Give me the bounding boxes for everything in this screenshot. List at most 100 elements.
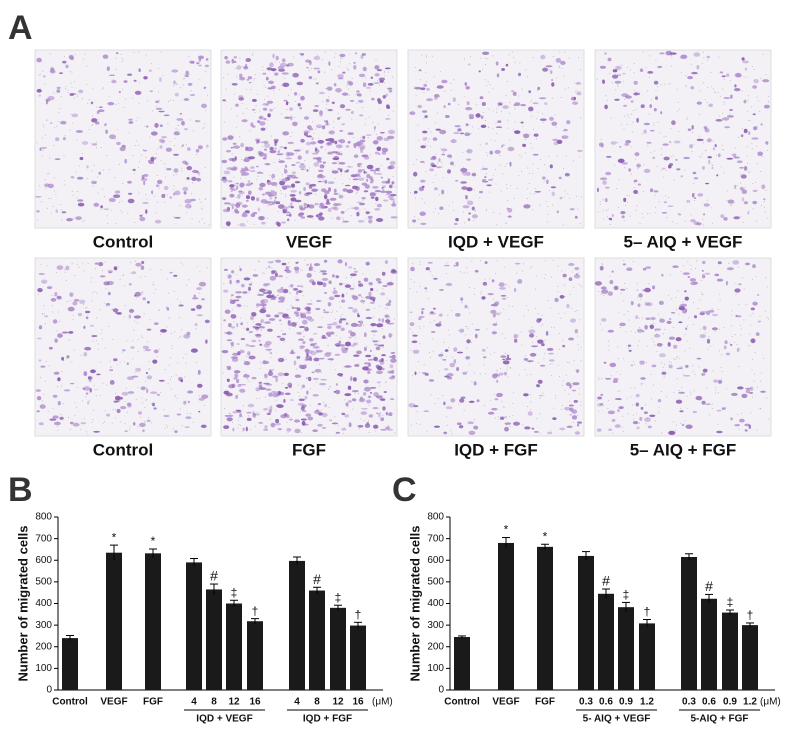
pore <box>39 185 40 186</box>
pore <box>76 407 77 408</box>
pore <box>568 394 569 395</box>
cell <box>429 168 434 171</box>
cell <box>37 410 40 412</box>
cell <box>184 98 190 101</box>
pore <box>639 327 640 328</box>
pore <box>322 59 323 60</box>
pore <box>619 390 620 391</box>
cell <box>373 407 379 409</box>
pore <box>655 330 656 331</box>
pore <box>574 360 575 361</box>
cell <box>414 405 419 407</box>
pore <box>89 99 90 100</box>
cell <box>248 191 252 195</box>
pore <box>253 53 254 54</box>
bar <box>598 594 614 690</box>
cell <box>271 423 276 428</box>
cell <box>559 177 562 180</box>
pore <box>649 114 650 115</box>
pore <box>627 311 628 312</box>
cell <box>369 414 373 417</box>
cell <box>687 76 693 79</box>
cell <box>272 294 275 297</box>
cell <box>356 351 362 355</box>
pore <box>532 147 533 148</box>
cell <box>668 431 675 435</box>
pore <box>601 378 602 379</box>
cell <box>135 263 141 267</box>
pore <box>94 291 95 292</box>
pore <box>578 272 579 273</box>
cell <box>311 189 318 192</box>
pore <box>490 139 491 140</box>
y-tick-label: 0 <box>438 685 444 696</box>
cell <box>547 432 552 435</box>
pore <box>467 328 468 329</box>
cell <box>262 194 265 196</box>
cell <box>613 378 618 381</box>
pore <box>728 263 729 264</box>
pore <box>542 315 543 316</box>
cell <box>291 164 295 166</box>
pore <box>283 291 284 292</box>
y-tick-label: 100 <box>35 663 52 674</box>
pore <box>756 221 757 222</box>
cell <box>363 392 366 396</box>
pore <box>144 313 145 314</box>
cell <box>88 376 93 379</box>
cell <box>358 163 362 165</box>
cell <box>263 408 268 410</box>
pore <box>627 124 628 125</box>
pore <box>120 210 121 211</box>
pore <box>384 72 385 73</box>
cell <box>372 186 379 189</box>
cell <box>264 344 270 348</box>
cell <box>349 422 352 427</box>
cell <box>376 323 383 327</box>
pore <box>429 139 430 140</box>
cell <box>495 398 499 400</box>
pore <box>377 290 378 291</box>
pore <box>93 88 94 89</box>
pore <box>653 323 654 324</box>
pore <box>38 75 39 76</box>
pore <box>151 403 152 404</box>
pore <box>286 207 287 208</box>
cell <box>620 211 625 214</box>
pore <box>646 67 647 68</box>
cell <box>325 352 332 354</box>
pore <box>227 74 228 75</box>
pore <box>316 381 317 382</box>
pore <box>446 273 447 274</box>
pore <box>749 334 750 335</box>
cell <box>575 216 578 219</box>
cell <box>751 338 756 343</box>
pore <box>702 219 703 220</box>
cell <box>694 197 696 199</box>
pore <box>205 71 206 72</box>
pore <box>275 410 276 411</box>
pore <box>269 175 270 176</box>
pore <box>102 270 103 271</box>
pore <box>321 174 322 175</box>
cell <box>86 316 89 319</box>
pore <box>453 79 454 80</box>
pore <box>437 163 438 164</box>
cell <box>496 126 502 128</box>
cell <box>332 290 337 294</box>
cell <box>323 282 327 287</box>
pore <box>83 59 84 60</box>
cell <box>515 263 521 265</box>
cell <box>726 158 733 160</box>
pore <box>168 383 169 384</box>
cell <box>348 307 353 309</box>
cell <box>466 339 470 343</box>
cell <box>322 427 326 429</box>
cell <box>667 321 672 324</box>
pore <box>481 291 482 292</box>
pore <box>287 178 288 179</box>
cell <box>62 61 66 64</box>
pore <box>370 90 371 91</box>
cell <box>730 417 733 420</box>
cell <box>327 326 332 329</box>
